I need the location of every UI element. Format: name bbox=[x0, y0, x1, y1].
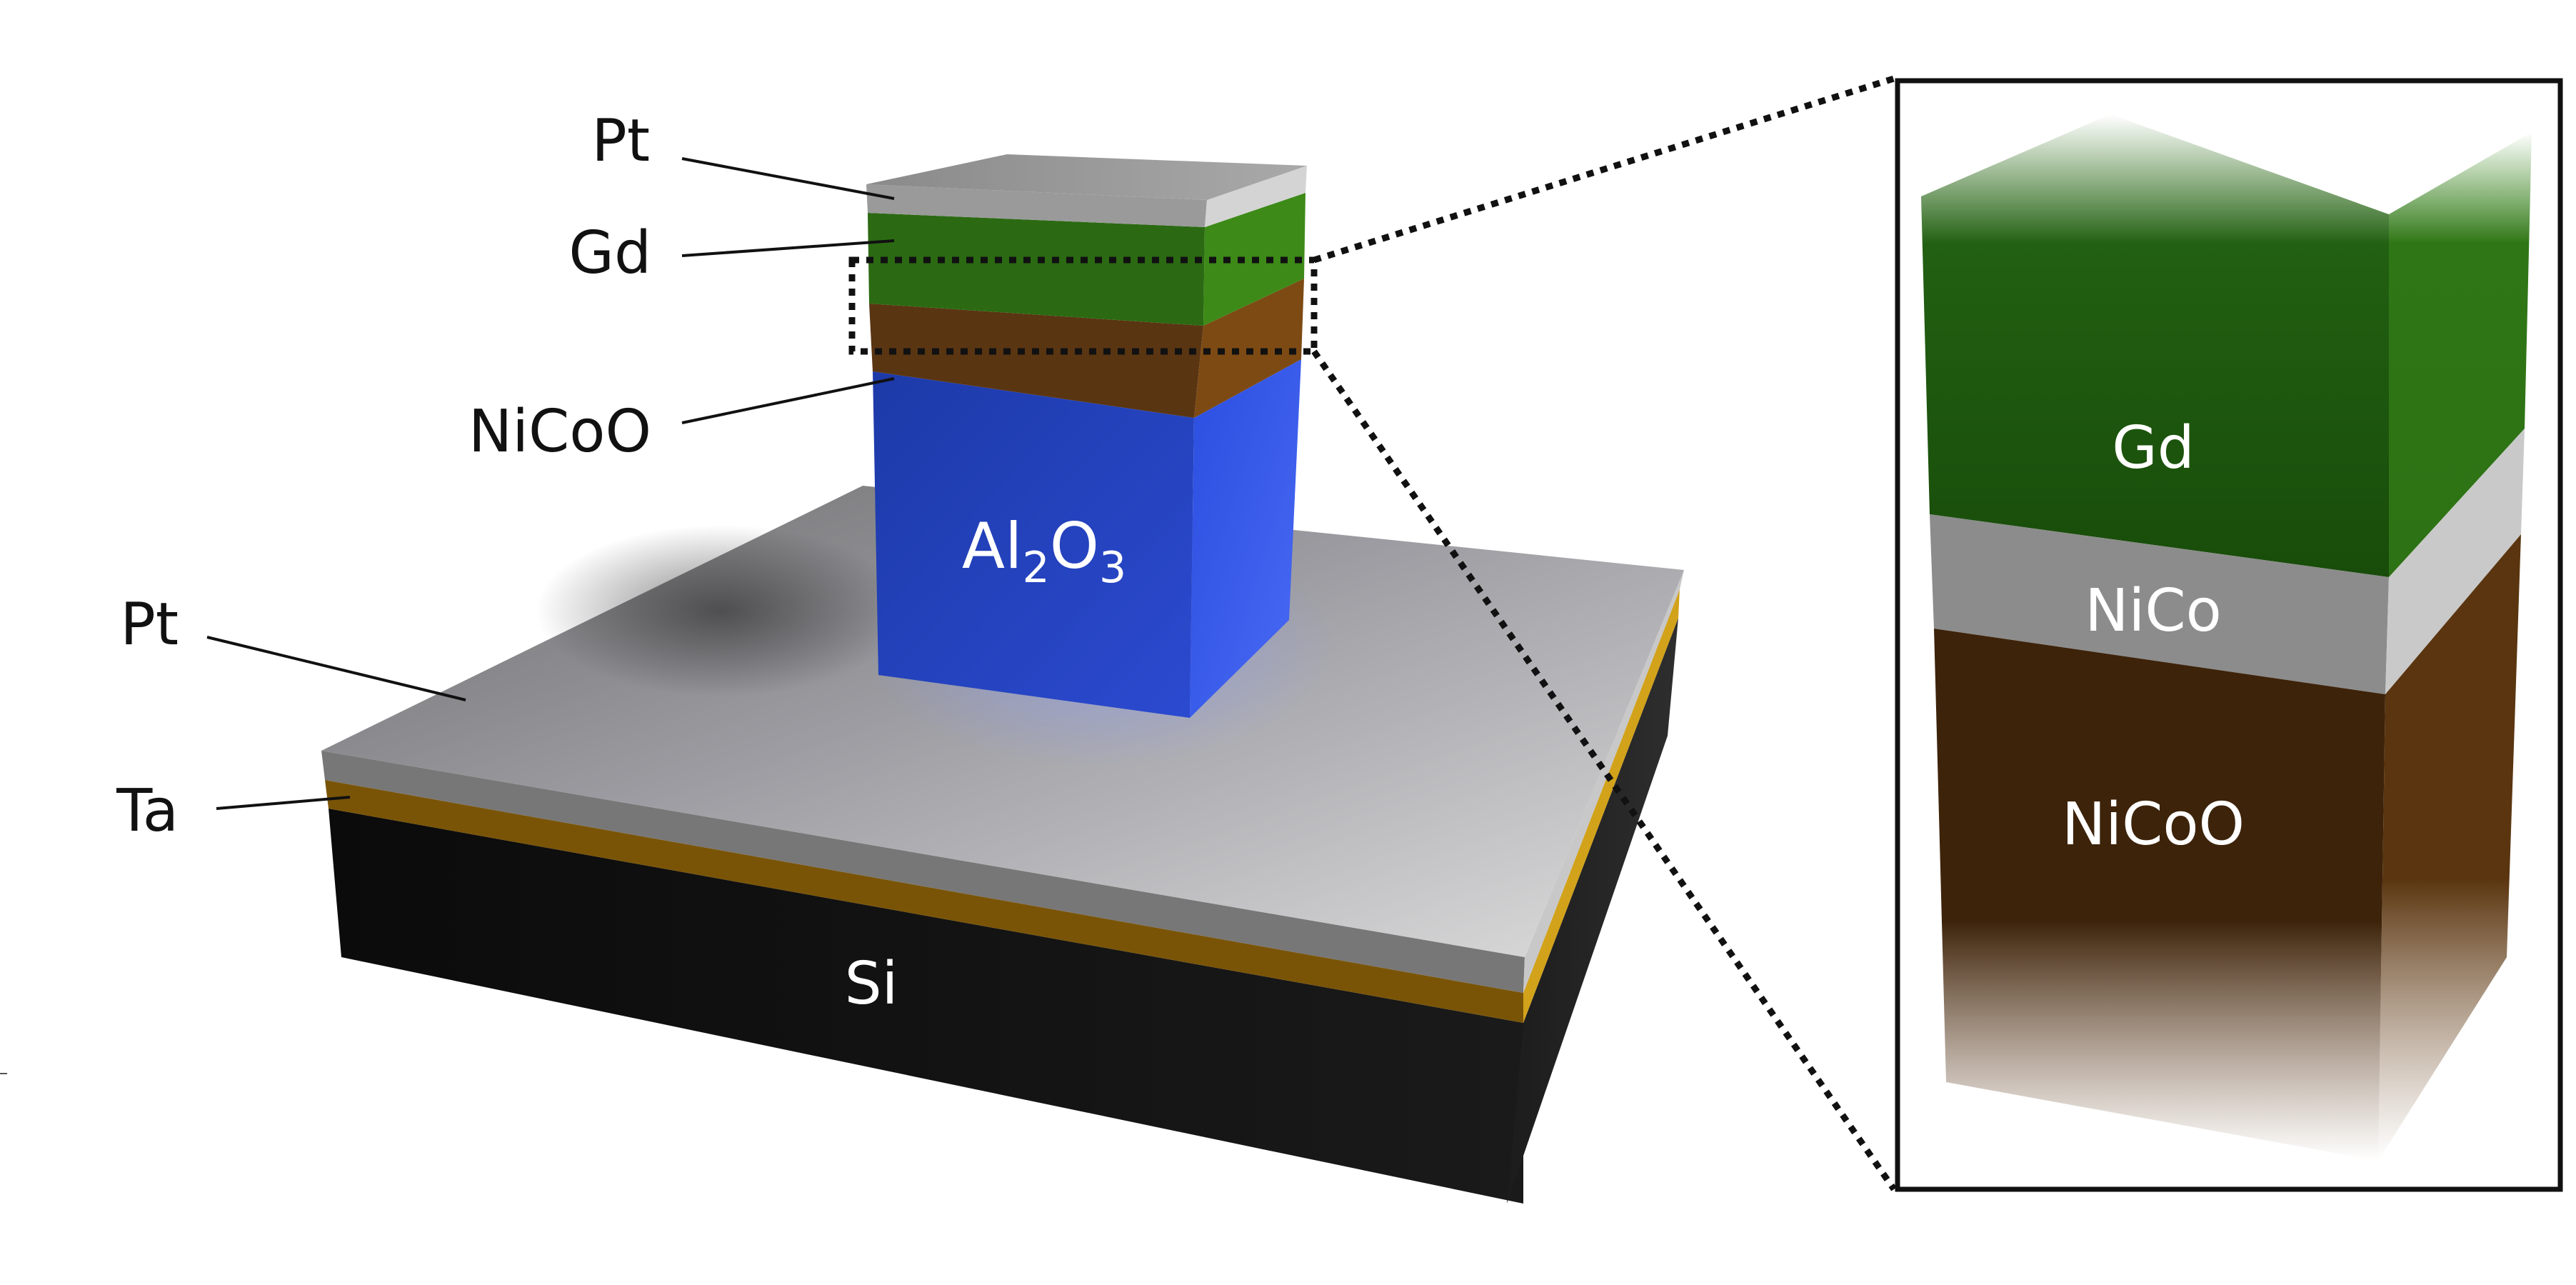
leader-pillar-nicoo bbox=[681, 377, 895, 424]
substrate-stack bbox=[321, 486, 1684, 1204]
pt-side-face bbox=[1523, 570, 1684, 993]
nicoo-front-face bbox=[869, 304, 1203, 418]
inset-nico-side bbox=[2385, 429, 2525, 694]
inset-frame bbox=[1895, 78, 2563, 1192]
cap-pt-side-face bbox=[1205, 166, 1307, 227]
leader-pillar-gd bbox=[681, 239, 895, 257]
inset-gd-front bbox=[1921, 114, 2389, 577]
label-base-ta: Ta bbox=[116, 777, 179, 845]
cap-pt-front-face bbox=[866, 184, 1207, 227]
inset-nico-front bbox=[1930, 514, 2389, 694]
pt-front-face bbox=[321, 751, 1525, 993]
label-al2o3: Al2O3 bbox=[962, 509, 1126, 593]
label-pillar-nicoo: NiCoO bbox=[468, 398, 651, 466]
gd-front-face bbox=[868, 213, 1205, 326]
cap-pt-top-face bbox=[866, 154, 1307, 200]
ta-front-face bbox=[325, 780, 1523, 1023]
al2o3-front-face bbox=[873, 371, 1194, 718]
leader-base-ta bbox=[216, 796, 351, 810]
zoom-indicator bbox=[848, 75, 1897, 1191]
device-labels: Pt Gd NiCoO Al2O3 Pt Ta Si bbox=[116, 107, 1126, 1018]
inset-nicoo-front bbox=[1934, 629, 2385, 1161]
inset-label-nicoo: NiCoO bbox=[2062, 791, 2245, 859]
label-base-pt: Pt bbox=[120, 591, 179, 659]
pillar bbox=[866, 154, 1307, 718]
label-pillar-pt: Pt bbox=[591, 107, 650, 175]
inset-gd-side bbox=[2389, 132, 2532, 577]
si-front-face bbox=[329, 809, 1523, 1204]
leader-base-pt bbox=[206, 636, 466, 701]
leader-pillar-pt bbox=[681, 157, 895, 200]
zoom-region-box bbox=[848, 256, 1318, 355]
al2o3-side-face bbox=[1190, 359, 1301, 718]
inset-nicoo-side bbox=[2378, 534, 2521, 1161]
pillar-shadow bbox=[536, 525, 907, 696]
zoom-connector-bottom bbox=[1311, 349, 1897, 1191]
inset-panel: Gd NiCo NiCoO bbox=[1895, 78, 2563, 1192]
label-si: Si bbox=[845, 950, 898, 1018]
inset-label-nico: NiCo bbox=[2085, 577, 2222, 645]
ta-side-face bbox=[1523, 589, 1680, 1023]
inset-label-gd: Gd bbox=[2112, 414, 2195, 482]
zoom-connector-top bbox=[1313, 75, 1895, 264]
si-side-face bbox=[1507, 618, 1678, 1204]
label-pillar-gd: Gd bbox=[568, 219, 651, 287]
